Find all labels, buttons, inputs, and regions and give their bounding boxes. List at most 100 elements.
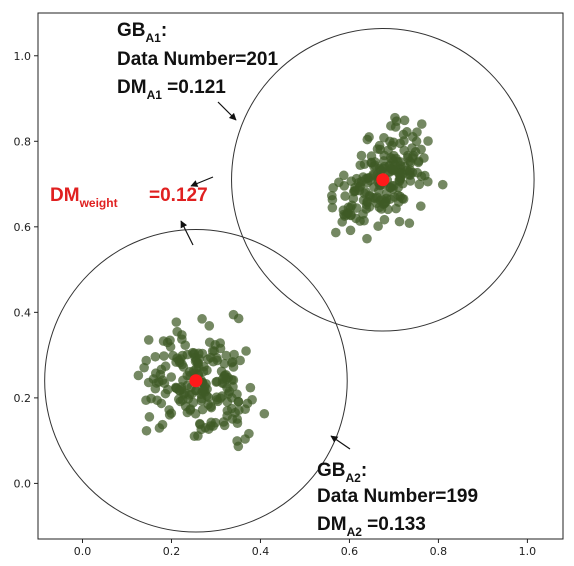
data-point <box>415 201 426 211</box>
data-point <box>345 225 356 236</box>
a1-gb-label: GBA1: <box>117 20 167 45</box>
x-tick-label: 0.8 <box>430 545 448 558</box>
data-point <box>141 425 152 436</box>
x-axis: 0.0 0.2 0.4 0.6 0.8 1.0 <box>74 539 536 558</box>
data-point <box>177 334 187 345</box>
data-point <box>185 405 195 415</box>
data-point <box>391 116 402 126</box>
data-point <box>423 136 433 146</box>
data-point <box>362 134 373 145</box>
data-point <box>407 143 417 153</box>
data-point <box>222 383 232 393</box>
data-point <box>405 176 416 186</box>
data-point <box>204 321 215 331</box>
data-point <box>229 349 239 360</box>
data-point <box>197 404 208 415</box>
data-point <box>242 398 253 409</box>
x-tick-label: 0.6 <box>341 545 359 558</box>
data-point <box>221 350 231 361</box>
plot-frame <box>37 12 564 540</box>
data-point <box>356 150 367 161</box>
y-tick-label: 1.0 <box>14 50 32 63</box>
cluster-circle-a1 <box>231 28 535 332</box>
x-tick-label: 0.0 <box>74 545 92 558</box>
data-point <box>158 336 169 346</box>
data-point <box>331 227 341 238</box>
annotation-a2: GBA2: Data Number=199 DMA2 =0.133 <box>317 460 478 539</box>
data-point <box>379 214 390 225</box>
y-tick-label: 0.8 <box>14 135 32 148</box>
data-point <box>195 419 205 430</box>
data-point <box>364 172 374 183</box>
data-point <box>228 309 239 320</box>
data-point <box>156 398 167 409</box>
data-point <box>159 351 169 361</box>
data-point <box>196 395 207 406</box>
x-tick-label: 1.0 <box>519 545 537 558</box>
data-point <box>370 160 380 171</box>
data-point <box>205 421 216 431</box>
data-point <box>150 383 161 394</box>
data-point <box>197 386 208 397</box>
data-point <box>372 192 382 202</box>
data-point <box>340 211 350 221</box>
data-point <box>141 395 151 406</box>
arrow-weight-down <box>180 220 194 246</box>
data-point <box>339 181 350 191</box>
arrow-a2 <box>330 435 351 450</box>
data-point <box>387 140 397 151</box>
a2-dm-label: DMA2 =0.133 <box>317 514 426 539</box>
data-point <box>174 385 185 396</box>
data-point <box>379 132 389 143</box>
data-point <box>171 317 182 327</box>
data-point <box>399 115 410 126</box>
data-point <box>338 170 349 181</box>
data-point <box>215 338 226 348</box>
annotation-weight: DMweight =0.127 <box>50 185 208 210</box>
arrow-weight-right <box>190 176 214 187</box>
data-points <box>133 112 448 452</box>
data-point <box>340 191 350 201</box>
x-tick-label: 0.4 <box>252 545 270 558</box>
data-point <box>187 347 198 358</box>
data-point <box>235 355 245 366</box>
data-point <box>197 314 207 324</box>
arrow-a1 <box>217 101 237 121</box>
data-point <box>232 436 242 446</box>
weight-dm-value: =0.127 <box>149 185 208 206</box>
data-point <box>379 156 389 166</box>
data-point <box>184 390 195 400</box>
data-point <box>166 408 177 419</box>
data-point <box>154 423 165 433</box>
y-tick-label: 0.0 <box>14 477 32 490</box>
x-tick-label: 0.2 <box>163 545 181 558</box>
data-point <box>385 182 396 193</box>
y-tick-label: 0.6 <box>14 221 32 234</box>
data-point <box>408 150 419 161</box>
data-point <box>141 355 152 366</box>
data-point <box>416 119 427 129</box>
data-point <box>156 364 167 375</box>
data-point <box>327 202 338 213</box>
data-point <box>219 420 230 431</box>
cluster-center-a1 <box>376 173 390 187</box>
data-point <box>212 355 223 366</box>
data-point <box>133 370 144 381</box>
data-point <box>381 196 391 207</box>
data-point <box>419 153 429 163</box>
data-point <box>362 233 372 244</box>
data-point <box>394 216 405 227</box>
data-point <box>150 351 161 362</box>
data-point <box>240 434 250 444</box>
y-tick-label: 0.2 <box>14 392 32 405</box>
data-point <box>217 374 228 384</box>
y-tick-label: 0.4 <box>14 306 32 319</box>
data-point <box>226 392 237 403</box>
a1-dm-label: DMA1 =0.121 <box>117 77 226 102</box>
data-point <box>159 378 170 389</box>
cluster-centers <box>189 173 390 388</box>
data-point <box>228 362 239 372</box>
data-point <box>373 221 383 232</box>
data-point <box>354 182 365 192</box>
